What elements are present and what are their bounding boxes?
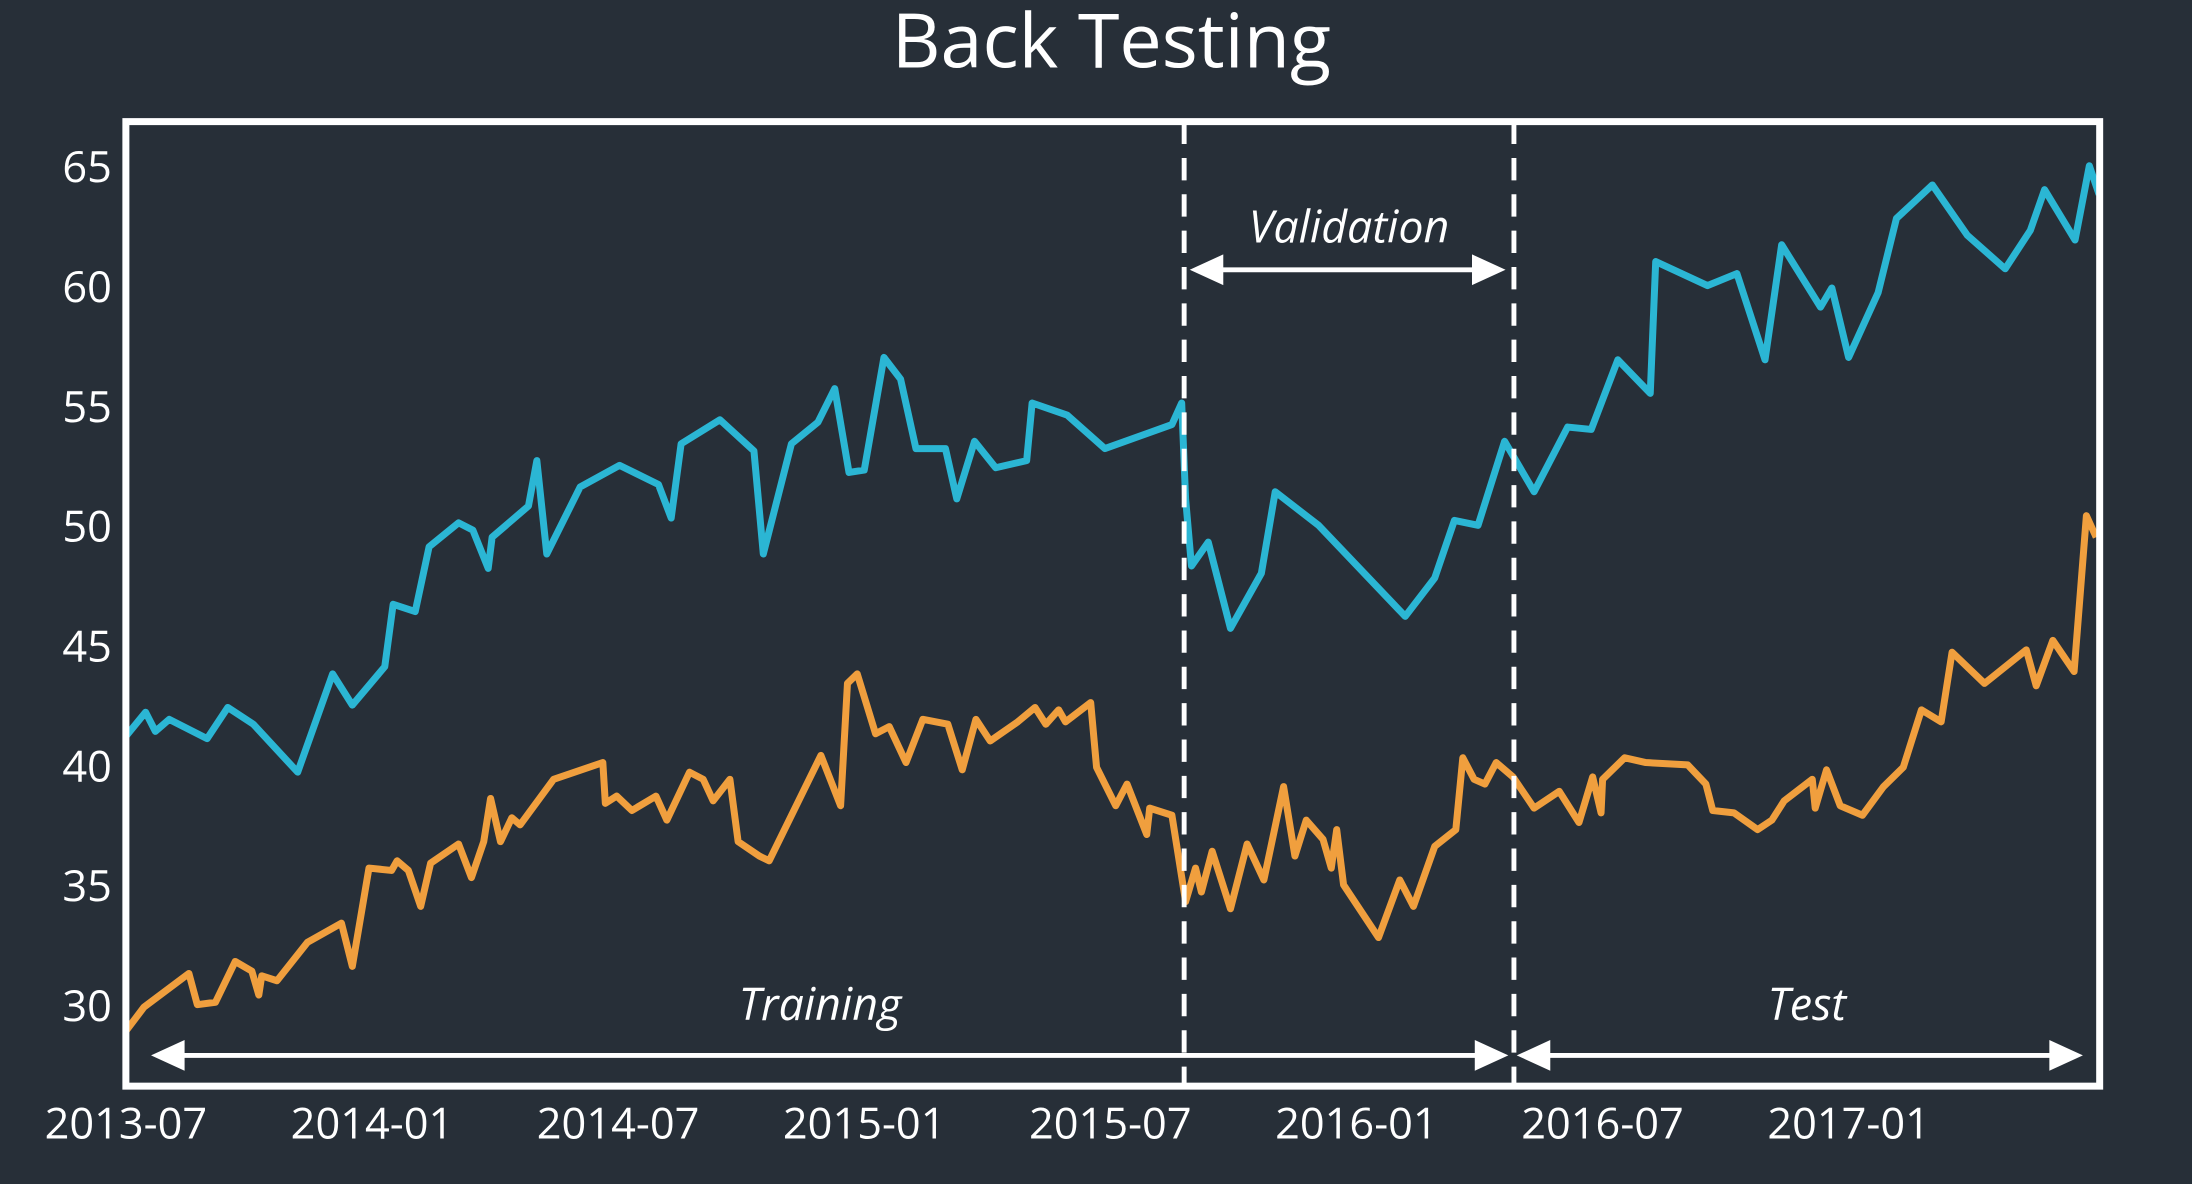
x-tick-label: 2016-07 <box>1521 1092 1684 1151</box>
y-tick-label: 55 <box>62 376 112 435</box>
y-tick-label: 60 <box>62 256 112 315</box>
training-arrow-head <box>151 1040 185 1071</box>
y-tick-label: 65 <box>62 136 112 195</box>
annotation: Test <box>1767 973 1848 1034</box>
training-arrow-head <box>1474 1040 1509 1071</box>
x-tick-label: 2014-01 <box>291 1092 454 1151</box>
y-tick-label: 45 <box>62 615 112 674</box>
x-tick-label: 2016-01 <box>1275 1092 1438 1151</box>
x-tick-label: 2015-01 <box>783 1092 946 1151</box>
y-tick-label: 30 <box>62 975 112 1034</box>
test-arrow-head <box>2049 1040 2083 1071</box>
x-tick-label: 2014-07 <box>537 1092 700 1151</box>
annotation: Training <box>739 973 903 1034</box>
plot-frame <box>122 118 2104 1090</box>
validation-arrow-head <box>1471 254 1506 286</box>
test-arrow-head <box>1516 1040 1551 1071</box>
x-tick-label: 2013-07 <box>45 1092 208 1151</box>
data-line <box>123 162 2103 776</box>
y-tick-label: 40 <box>62 735 112 794</box>
annotation: Validation <box>1249 196 1450 257</box>
y-tick-label: 35 <box>62 855 112 914</box>
x-tick-label: 2015-07 <box>1029 1092 1192 1151</box>
y-tick-label: 50 <box>62 496 112 555</box>
data-line <box>123 512 2100 1034</box>
x-tick-label: 2017-01 <box>1767 1092 1930 1151</box>
validation-arrow-head <box>1189 254 1224 286</box>
chart-title: Back Testing <box>892 0 1331 91</box>
